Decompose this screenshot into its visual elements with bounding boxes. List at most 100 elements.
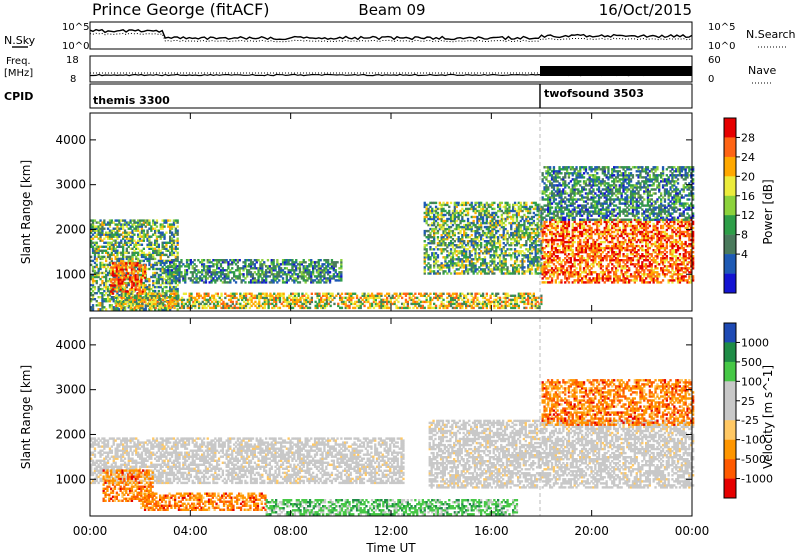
heatmap-cell bbox=[137, 251, 140, 254]
heatmap-cell bbox=[99, 296, 102, 299]
heatmap-cell bbox=[116, 255, 119, 259]
heatmap-cell bbox=[137, 271, 140, 275]
heatmap-cell bbox=[203, 306, 206, 310]
heatmap-cell bbox=[150, 225, 153, 228]
heatmap-cell bbox=[105, 231, 108, 234]
heatmap-cell bbox=[273, 296, 276, 300]
heatmap-cell bbox=[127, 245, 130, 248]
heatmap-cell bbox=[231, 267, 234, 270]
heatmap-cell bbox=[150, 263, 153, 267]
heatmap-cell bbox=[241, 298, 244, 302]
heatmap-cell bbox=[386, 296, 389, 300]
heatmap-cell bbox=[137, 229, 140, 232]
heatmap-cell bbox=[159, 298, 162, 301]
heatmap-cell bbox=[135, 243, 138, 246]
heatmap-cell bbox=[123, 273, 127, 277]
heatmap-cell bbox=[152, 249, 155, 252]
heatmap-cell bbox=[170, 233, 174, 236]
heatmap-cell bbox=[176, 289, 179, 293]
heatmap-cell bbox=[282, 298, 285, 302]
heatmap-cell bbox=[231, 292, 234, 295]
heatmap-cell bbox=[152, 227, 155, 230]
freq-left-label-2: [MHz] bbox=[4, 68, 33, 79]
heatmap-cell bbox=[258, 298, 261, 302]
heatmap-cell bbox=[203, 292, 206, 295]
heatmap-cell bbox=[124, 300, 127, 304]
heatmap-cell bbox=[117, 300, 120, 304]
heatmap-cell bbox=[446, 201, 449, 205]
heatmap-cell bbox=[169, 219, 172, 222]
heatmap-cell bbox=[137, 243, 140, 246]
heatmap-cell bbox=[133, 298, 137, 302]
heatmap-cell bbox=[252, 302, 255, 306]
heatmap-cell bbox=[241, 306, 244, 310]
heatmap-cell bbox=[157, 285, 160, 289]
heatmap-cell bbox=[106, 237, 110, 240]
heatmap-cell bbox=[119, 282, 122, 285]
heatmap-cell bbox=[129, 237, 132, 240]
heatmap-cell bbox=[120, 245, 123, 248]
heatmap-cell bbox=[142, 235, 145, 238]
heatmap-cell bbox=[201, 306, 204, 310]
heatmap-cell bbox=[152, 257, 155, 261]
heatmap-cell bbox=[129, 239, 132, 242]
heatmap-cell bbox=[207, 292, 210, 295]
heatmap-cell bbox=[159, 257, 162, 261]
heatmap-cell bbox=[121, 274, 124, 277]
heatmap-cell bbox=[101, 281, 104, 285]
heatmap-cell bbox=[119, 284, 122, 287]
heatmap-cell bbox=[188, 306, 191, 310]
heatmap-cell bbox=[155, 221, 159, 224]
heatmap-cell bbox=[164, 294, 167, 297]
heatmap-cell bbox=[91, 245, 95, 248]
heatmap-cell bbox=[180, 306, 184, 310]
heatmap-cell bbox=[176, 221, 179, 224]
heatmap-cell bbox=[224, 296, 227, 300]
heatmap-cell bbox=[161, 265, 164, 269]
heatmap-cell bbox=[90, 239, 93, 242]
heatmap-cell bbox=[238, 259, 241, 262]
heatmap-cell bbox=[101, 300, 104, 303]
heatmap-cell bbox=[167, 304, 171, 308]
heatmap-cell bbox=[110, 296, 113, 299]
heatmap-cell bbox=[159, 255, 162, 259]
heatmap-cell bbox=[140, 255, 144, 259]
heatmap-cell bbox=[416, 296, 419, 300]
heatmap-cell bbox=[110, 306, 113, 309]
heatmap-cell bbox=[322, 300, 325, 304]
heatmap-cell bbox=[513, 294, 517, 297]
heatmap-cell bbox=[150, 255, 153, 259]
heatmap-cell bbox=[359, 300, 362, 304]
heatmap-cell bbox=[320, 298, 323, 302]
heatmap-cell bbox=[93, 249, 97, 252]
heatmap-cell bbox=[134, 270, 137, 273]
heatmap-cell bbox=[293, 294, 297, 297]
heatmap-cell bbox=[93, 235, 97, 238]
heatmap-cell bbox=[120, 308, 123, 311]
heatmap-cell bbox=[126, 294, 129, 297]
heatmap-cell bbox=[97, 249, 100, 252]
heatmap-cell bbox=[276, 259, 279, 262]
heatmap-cell bbox=[159, 277, 162, 281]
heatmap-cell bbox=[157, 235, 160, 238]
heatmap-cell bbox=[148, 296, 152, 300]
heatmap-cell bbox=[127, 239, 130, 242]
heatmap-cell bbox=[108, 283, 112, 287]
station-title: Prince George (fitACF) bbox=[92, 0, 270, 19]
heatmap-cell bbox=[233, 292, 236, 295]
heatmap-cell bbox=[99, 277, 102, 281]
heatmap-cell bbox=[271, 302, 274, 306]
heatmap-cell bbox=[117, 266, 120, 269]
heatmap-cell bbox=[340, 300, 344, 304]
heatmap-cell bbox=[416, 302, 419, 306]
heatmap-cell bbox=[197, 259, 200, 262]
heatmap-cell bbox=[146, 235, 149, 238]
heatmap-cell bbox=[130, 262, 134, 265]
heatmap-cell bbox=[180, 302, 184, 306]
heatmap-cell bbox=[282, 304, 285, 308]
heatmap-cell bbox=[108, 235, 112, 238]
heatmap-cell bbox=[155, 219, 159, 222]
heatmap-cell bbox=[470, 254, 473, 257]
heatmap-cell bbox=[130, 278, 134, 281]
heatmap-cell bbox=[380, 300, 383, 304]
